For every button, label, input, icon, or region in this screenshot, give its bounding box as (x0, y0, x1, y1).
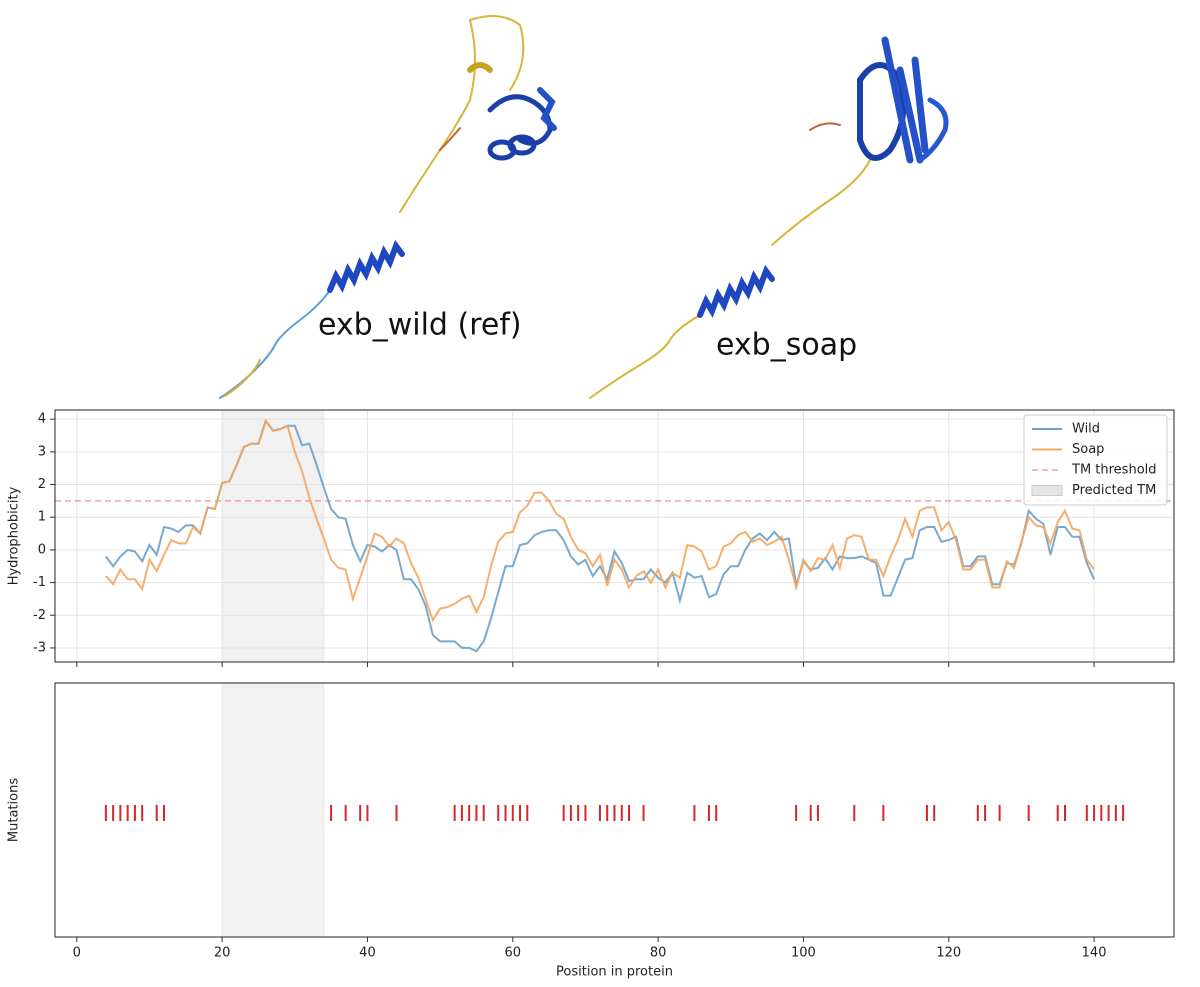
axes-frame (54, 409, 1175, 663)
series-line (105, 418, 1095, 623)
x-tick-label: 80 (650, 946, 667, 961)
structure-label: exb_soap (716, 328, 857, 363)
y-tick-label: 2 (38, 477, 46, 492)
structure-wild (219, 15, 557, 399)
x-tick-label: 20 (214, 946, 231, 961)
x-tick-label: 120 (936, 946, 961, 961)
y-tick-label: 3 (38, 444, 46, 459)
y-tick-label: 4 (38, 412, 46, 427)
tm-span (221, 409, 325, 663)
legend: Wild Soap TM threshold Predicted TM (1023, 414, 1168, 506)
legend-label: Predicted TM (1072, 483, 1156, 498)
axes-frame (54, 682, 1175, 938)
legend-label: Wild (1072, 422, 1100, 437)
y-tick-label: -1 (33, 575, 46, 590)
legend-label: Soap (1072, 442, 1104, 457)
y-axis-label: Hydrophobicity (7, 486, 22, 585)
legend-frame (1023, 414, 1168, 506)
y-tick-label: 1 (38, 510, 46, 525)
tm-span (221, 682, 325, 938)
x-tick-label: 140 (1082, 946, 1107, 961)
y-tick-label: 0 (38, 542, 46, 557)
legend-label: TM threshold (1071, 463, 1157, 478)
legend-swatch (1031, 485, 1063, 496)
x-tick-label: 40 (359, 946, 376, 961)
x-tick-label: 60 (504, 946, 521, 961)
y-tick-label: -3 (33, 640, 46, 655)
x-axis-label: Position in protein (556, 965, 673, 980)
x-tick-label: 0 (73, 946, 81, 961)
y-tick-label: -2 (33, 608, 46, 623)
y-axis-label: Mutations (7, 778, 22, 842)
structure-label: exb_wild (ref) (318, 308, 522, 343)
x-tick-label: 100 (791, 946, 816, 961)
structure-soap (589, 36, 949, 399)
